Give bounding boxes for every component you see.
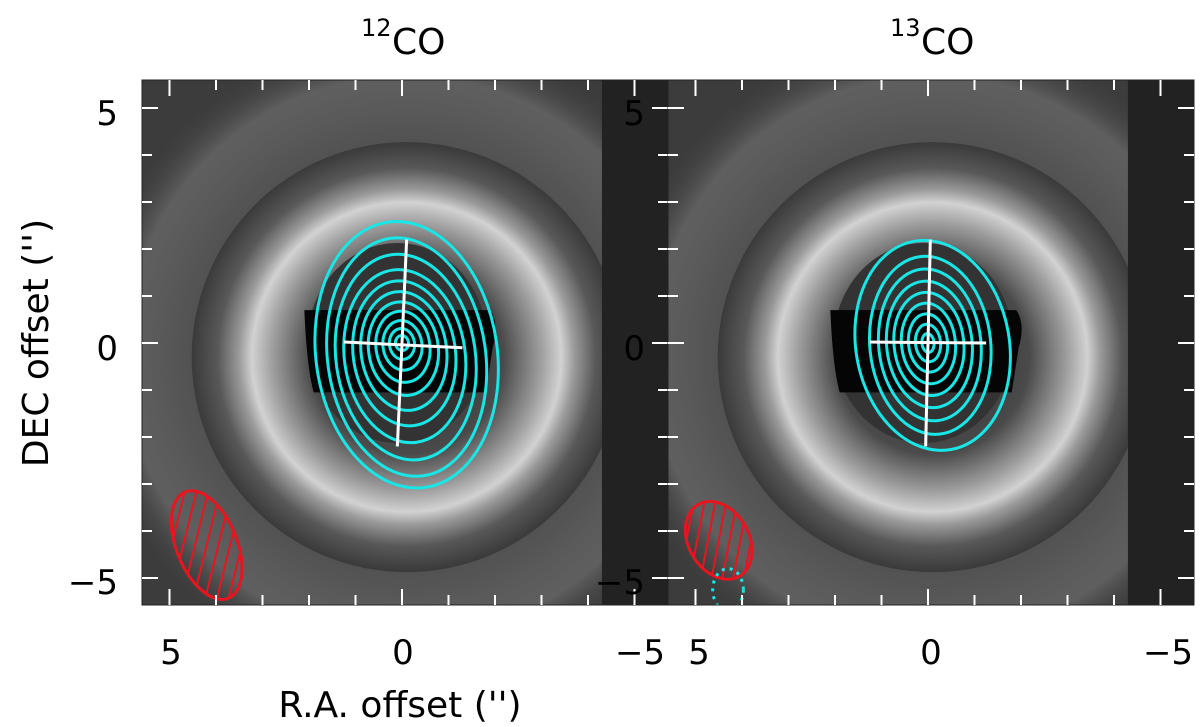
contour-level-1 (313, 220, 500, 490)
y-tick-label-left-0: 0 (96, 329, 118, 369)
y-tick-label-right-5: 5 (623, 94, 645, 134)
beam-outline (711, 567, 745, 605)
hatch-line (673, 489, 716, 592)
contour-level-9 (381, 319, 424, 372)
beam-outline (683, 500, 754, 581)
y-tick-label-right-minus5: −5 (595, 563, 645, 603)
contour-level-2 (325, 236, 489, 478)
contour-level-3 (333, 252, 478, 462)
y-tick-label-left-5: 5 (96, 94, 118, 134)
panel-left-image (142, 80, 668, 605)
contours-left (313, 220, 500, 490)
contours-right (853, 238, 1012, 452)
contour-level-4 (884, 279, 974, 410)
title-left-isotope: 12 (361, 14, 392, 42)
contour-level-1 (853, 238, 1012, 452)
y-tick-label-right-0: 0 (623, 329, 645, 369)
x-axis-title: R.A. offset ('') (278, 685, 521, 726)
panel-title-left: 12 CO (361, 14, 445, 63)
x-tick-label-left-minus5: −5 (615, 633, 665, 673)
hatch-line (709, 489, 752, 592)
hatch-line (177, 480, 237, 605)
title-left-species: CO (392, 22, 445, 63)
hatch-line (685, 489, 728, 592)
hatch-line (203, 480, 257, 605)
hatch-line (697, 489, 740, 592)
beam-2 (711, 567, 745, 605)
contour-level-4 (342, 268, 468, 445)
panel-right-image (668, 80, 1194, 605)
hatch-line (157, 480, 211, 605)
frame-right (667, 79, 1195, 606)
contour-level-7 (906, 312, 950, 374)
x-tick-label-right-5: 5 (688, 633, 710, 673)
major-axis-line (395, 239, 409, 447)
minor-axis-line (869, 340, 987, 345)
contour-level-6 (359, 290, 449, 412)
contour-level-3 (876, 267, 983, 423)
y-tick-label-left-minus5: −5 (68, 563, 118, 603)
x-tick-label-right-0: 0 (920, 633, 942, 673)
x-tick-label-left-0: 0 (392, 633, 414, 673)
contour-level-7 (366, 300, 441, 397)
contour-level-6 (899, 301, 958, 386)
title-right-isotope: 13 (890, 14, 921, 42)
hatch-line (721, 489, 765, 592)
y-axis-title: DEC offset ('') (16, 219, 57, 467)
title-right-species: CO (921, 22, 974, 63)
panel-left (141, 79, 669, 606)
x-tick-label-right-minus5: −5 (1143, 633, 1193, 673)
hatch-line (164, 480, 224, 605)
contour-level-5 (892, 290, 966, 397)
beam-outline (169, 489, 244, 601)
panel-right (667, 79, 1195, 606)
panel-title-right: 13 CO (890, 14, 974, 63)
minor-axis-line (343, 340, 463, 350)
x-tick-label-left-5: 5 (160, 633, 182, 673)
contour-level-2 (867, 254, 993, 436)
hatch-line (190, 480, 250, 605)
contour-level-8 (374, 309, 432, 384)
